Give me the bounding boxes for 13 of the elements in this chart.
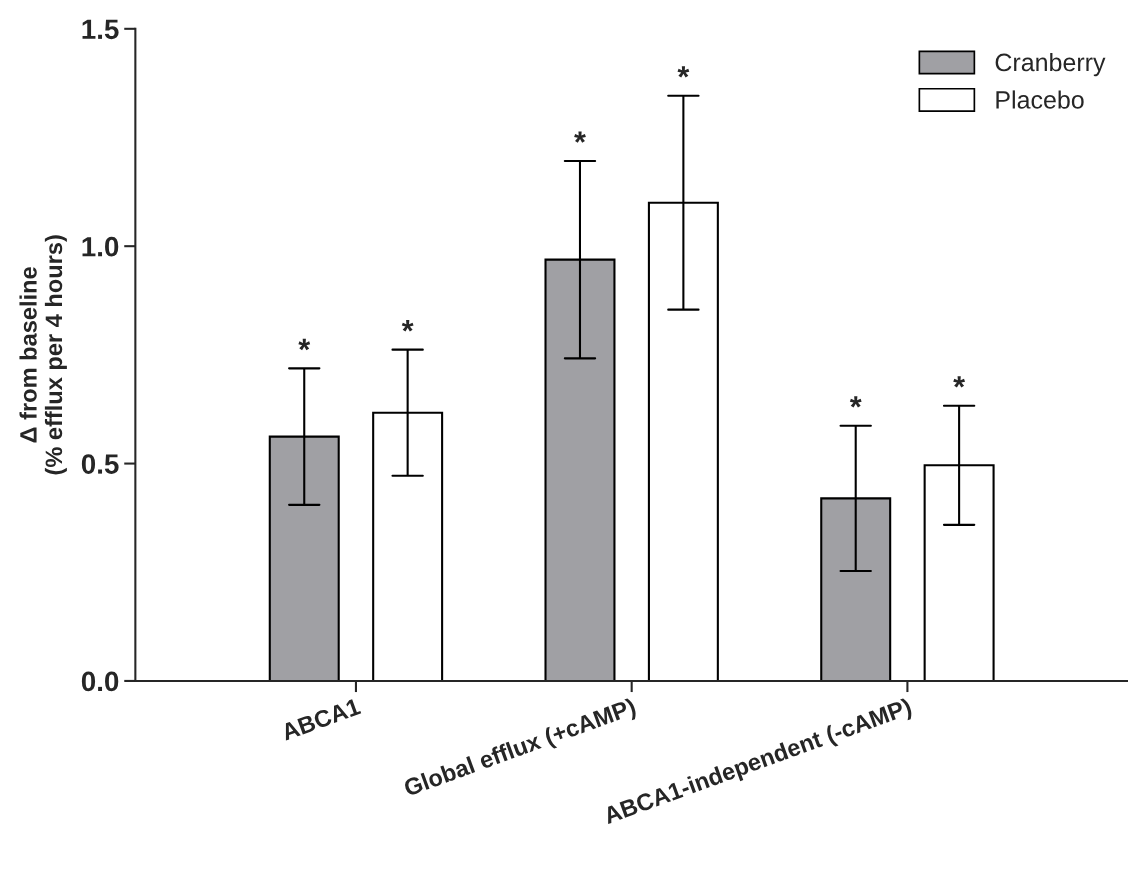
annotation: *	[298, 338, 311, 351]
y-tick-label: 0.5	[81, 454, 119, 474]
annotation: *	[401, 320, 414, 332]
legend-label: Placebo	[996, 90, 1084, 109]
annotation: *	[574, 131, 586, 143]
legend-label: Cranberry	[995, 52, 1106, 77]
y-tick-label: 0.0	[81, 671, 119, 692]
annotation: *	[849, 396, 862, 408]
annotation: *	[677, 66, 690, 78]
annotation: *	[953, 376, 966, 388]
y-tick-label: 1.5	[82, 19, 119, 40]
y-tick-label: 1.0	[82, 236, 119, 257]
y-axis-title: Δ from baseline (% efflux per 4 hours)	[19, 235, 67, 475]
